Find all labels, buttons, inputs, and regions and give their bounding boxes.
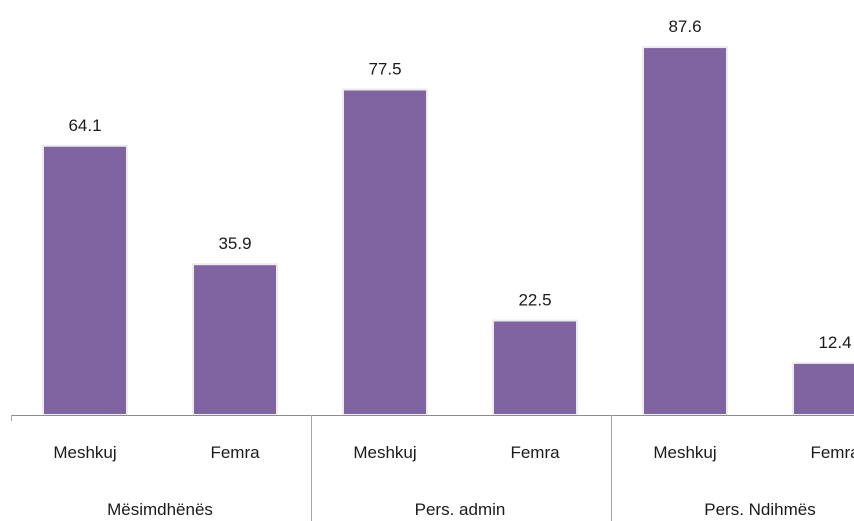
category-label-1-1: Femra (510, 443, 560, 462)
category-label-1-0: Meshkuj (353, 443, 416, 462)
bar-2-1 (792, 361, 854, 417)
group-label-0: Mësimdhënës (107, 500, 213, 519)
data-label-0-0: 64.1 (68, 116, 101, 135)
bars-layer (42, 46, 854, 417)
category-label-0-0: Meshkuj (53, 443, 116, 462)
data-label-2-1: 12.4 (818, 333, 851, 352)
data-label-1-1: 22.5 (518, 291, 551, 310)
bar-1-0 (342, 88, 428, 416)
group-label-2: Pers. Ndihmës (704, 500, 815, 519)
data-label-0-1: 35.9 (218, 234, 251, 253)
category-labels-layer: Meshkuj Femra Meshkuj Femra Meshkuj Femra (53, 443, 854, 462)
bar-0-0 (42, 144, 128, 416)
bar-0-1 (192, 263, 278, 416)
bar-2-0 (642, 46, 728, 417)
category-label-0-1: Femra (210, 443, 260, 462)
bar-1-1 (492, 319, 578, 416)
data-label-2-0: 87.6 (668, 17, 701, 36)
group-label-1: Pers. admin (415, 500, 506, 519)
x-axis (11, 415, 854, 521)
category-label-2-1: Femra (810, 443, 854, 462)
value-labels-layer: 64.1 35.9 77.5 22.5 87.6 12.4 (68, 17, 851, 352)
category-label-2-0: Meshkuj (653, 443, 716, 462)
group-labels-layer: Mësimdhënës Pers. admin Pers. Ndihmës (107, 500, 816, 519)
data-label-1-0: 77.5 (368, 60, 401, 79)
